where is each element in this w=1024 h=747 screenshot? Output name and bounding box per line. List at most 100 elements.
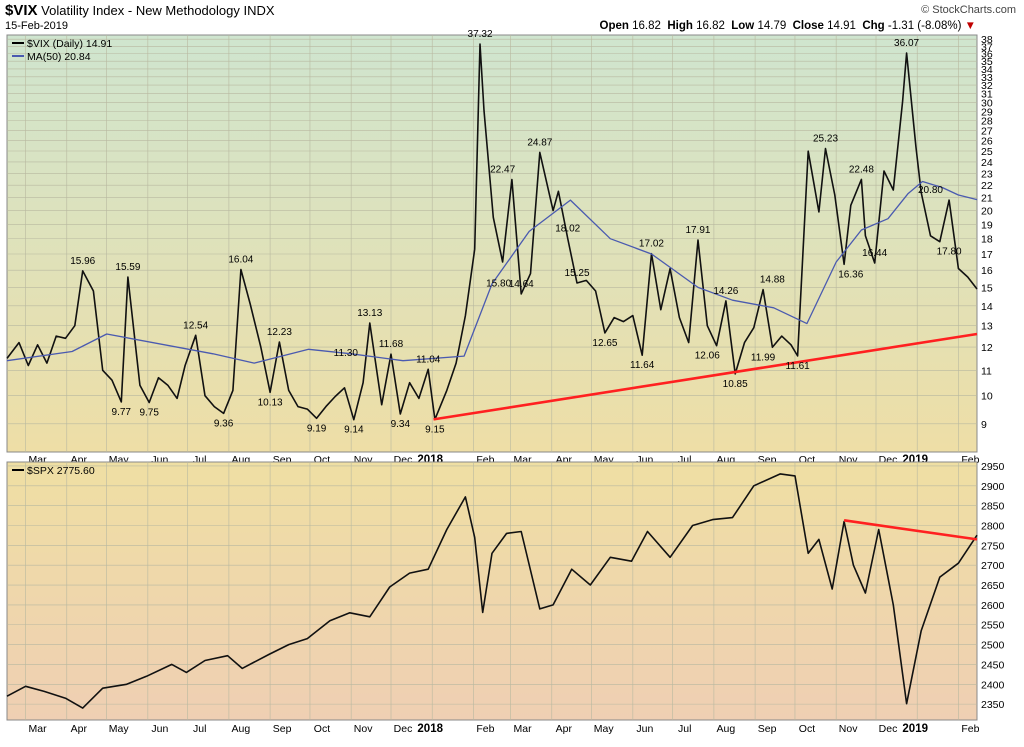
panel-vix-y-tick-label: 16 bbox=[981, 265, 993, 277]
data-label: 25.23 bbox=[813, 134, 838, 145]
panel-vix-y-tick-label: 13 bbox=[981, 321, 993, 333]
panel-spx-x-tick-label: Sep bbox=[273, 723, 292, 735]
data-label: 37.32 bbox=[468, 29, 493, 40]
data-label: 11.99 bbox=[751, 352, 776, 363]
panel-spx-x-tick-label: Oct bbox=[799, 723, 815, 735]
panel-vix-trendline bbox=[433, 332, 978, 421]
panel-spx-x-tick-label: Mar bbox=[514, 723, 533, 735]
panel-vix-y-tick-label: 27 bbox=[981, 125, 993, 137]
panel-spx-x-tick-label: Dec bbox=[879, 723, 898, 735]
data-label: 17.80 bbox=[937, 247, 962, 258]
data-label: 17.02 bbox=[639, 239, 664, 250]
panel-spx-y-tick-label: 2850 bbox=[981, 501, 1005, 513]
symbol: $VIX bbox=[5, 2, 38, 19]
panel-spx-y-tick-label: 2950 bbox=[981, 461, 1005, 473]
panel-spx-x-tick-label: Apr bbox=[71, 723, 88, 735]
data-label: 14.26 bbox=[713, 286, 738, 297]
data-label: 36.07 bbox=[894, 38, 919, 49]
data-label: 24.87 bbox=[527, 137, 552, 148]
spx-line bbox=[6, 473, 978, 709]
data-label: 9.19 bbox=[307, 423, 327, 434]
panel-spx-y-tick-label: 2800 bbox=[981, 521, 1005, 533]
panel-vix-y-tick-label: 14 bbox=[981, 301, 993, 313]
panel-spx-trendline bbox=[843, 519, 978, 541]
data-label: 16.44 bbox=[862, 248, 887, 259]
panel-spx-x-tick-label: May bbox=[594, 723, 615, 735]
data-label: 14.88 bbox=[760, 275, 785, 286]
panel-vix-y-tick-label: 12 bbox=[981, 342, 993, 354]
data-label: 15.96 bbox=[70, 256, 95, 267]
data-label: 18.02 bbox=[555, 223, 580, 234]
panel-vix-y-tick-label: 32 bbox=[981, 80, 993, 92]
panel-spx-y-tick-label: 2700 bbox=[981, 560, 1005, 572]
panel-spx-x-tick-label: Jun bbox=[151, 723, 168, 735]
data-label: 11.61 bbox=[785, 361, 810, 372]
data-label: 12.54 bbox=[183, 320, 208, 331]
panel-spx-x-tick-label: Jun bbox=[636, 723, 653, 735]
data-label: 22.47 bbox=[490, 165, 515, 176]
panel-vix-y-tick-label: 15 bbox=[981, 282, 993, 294]
data-label: 15.59 bbox=[115, 262, 140, 273]
panel-spx-x-tick-label: Aug bbox=[717, 723, 736, 735]
panel-spx-x-tick-label: May bbox=[109, 723, 130, 735]
data-label: 11.30 bbox=[334, 348, 359, 359]
data-label: 15.80 bbox=[486, 279, 511, 290]
panel-vix-y-tick-label: 9 bbox=[981, 419, 987, 431]
data-label: 9.34 bbox=[391, 419, 411, 430]
exchange: INDX bbox=[243, 3, 275, 18]
panel-spx-y-tick-label: 2550 bbox=[981, 620, 1005, 632]
panel-vix-y-tick-label: 19 bbox=[981, 219, 993, 231]
data-label: 9.75 bbox=[139, 407, 159, 418]
panel-vix-background bbox=[6, 34, 978, 453]
panel-vix-y-tick-label: 34 bbox=[981, 64, 993, 76]
panel-spx-x-tick-label: Jul bbox=[678, 723, 691, 735]
panel-vix-y-tick-label: 24 bbox=[981, 157, 993, 169]
panel-vix-y-tick-label: 11 bbox=[981, 365, 992, 377]
panel-spx-x-tick-label: Apr bbox=[556, 723, 573, 735]
data-label: 12.06 bbox=[695, 351, 720, 362]
open-label: Open bbox=[599, 20, 629, 32]
data-label: 11.68 bbox=[379, 339, 404, 350]
panel-vix-y-tick-label: 26 bbox=[981, 136, 993, 148]
panel-vix-y-tick-label: 20 bbox=[981, 206, 993, 218]
panel-vix-y-tick-label: 10 bbox=[981, 391, 993, 403]
panel-spx-y-tick-label: 2450 bbox=[981, 659, 1005, 671]
data-label: 17.91 bbox=[685, 225, 710, 236]
panel-vix-y-tick-label: 22 bbox=[981, 180, 993, 192]
panel-vix-y-tick-label: 36 bbox=[981, 49, 993, 61]
data-label: 15.25 bbox=[565, 268, 590, 279]
data-label: 9.15 bbox=[425, 424, 445, 435]
panel-spx-x-tick-label: 2019 bbox=[902, 723, 928, 735]
panel-vix-y-tick-label: 31 bbox=[981, 89, 993, 101]
index-name: Volatility Index - New Methodology bbox=[41, 3, 240, 18]
panel-vix-y-tick-label: 25 bbox=[981, 146, 993, 158]
panel-vix-y-tick-label: 28 bbox=[981, 116, 993, 128]
chart-header: $VIX Volatility Index - New Methodology … bbox=[0, 0, 1024, 36]
panel-vix-y-tick-label: 35 bbox=[981, 56, 993, 68]
panel-spx-x-tick-label: Feb bbox=[961, 723, 979, 735]
panel-vix-y-tick-label: 23 bbox=[981, 168, 993, 180]
data-label: 9.14 bbox=[344, 425, 364, 436]
panel-spx-x-tick-label: Nov bbox=[839, 723, 858, 735]
data-label: 12.65 bbox=[592, 338, 617, 349]
brand-watermark: © StockCharts.com bbox=[921, 4, 1016, 16]
panel-vix-y-tick-label: 17 bbox=[981, 249, 993, 261]
open-value: 16.82 bbox=[632, 20, 661, 32]
vix-line bbox=[6, 43, 978, 421]
panel-spx-y-tick-label: 2500 bbox=[981, 640, 1005, 652]
ohlc-readout: Open 16.82 High 16.82 Low 14.79 Close 14… bbox=[600, 20, 976, 32]
close-label: Close bbox=[792, 20, 824, 32]
panel-spx-x-tick-label: Mar bbox=[29, 723, 48, 735]
panel-vix-y-tick-label: 29 bbox=[981, 106, 993, 118]
chart-title: $VIX Volatility Index - New Methodology … bbox=[5, 2, 275, 19]
low-value: 14.79 bbox=[757, 20, 787, 32]
panel-vix-legend-entry: MA(50) 20.84 bbox=[27, 51, 91, 63]
high-value: 16.82 bbox=[696, 20, 725, 32]
data-label: 14.64 bbox=[509, 279, 534, 290]
panel-spx-y-tick-label: 2750 bbox=[981, 540, 1005, 552]
chg-value: -1.31 (-8.08%) bbox=[887, 20, 962, 32]
panel-spx-y-tick-label: 2900 bbox=[981, 481, 1005, 493]
down-arrow-icon: ▼ bbox=[964, 20, 976, 32]
panel-spx-x-tick-label: Nov bbox=[354, 723, 373, 735]
